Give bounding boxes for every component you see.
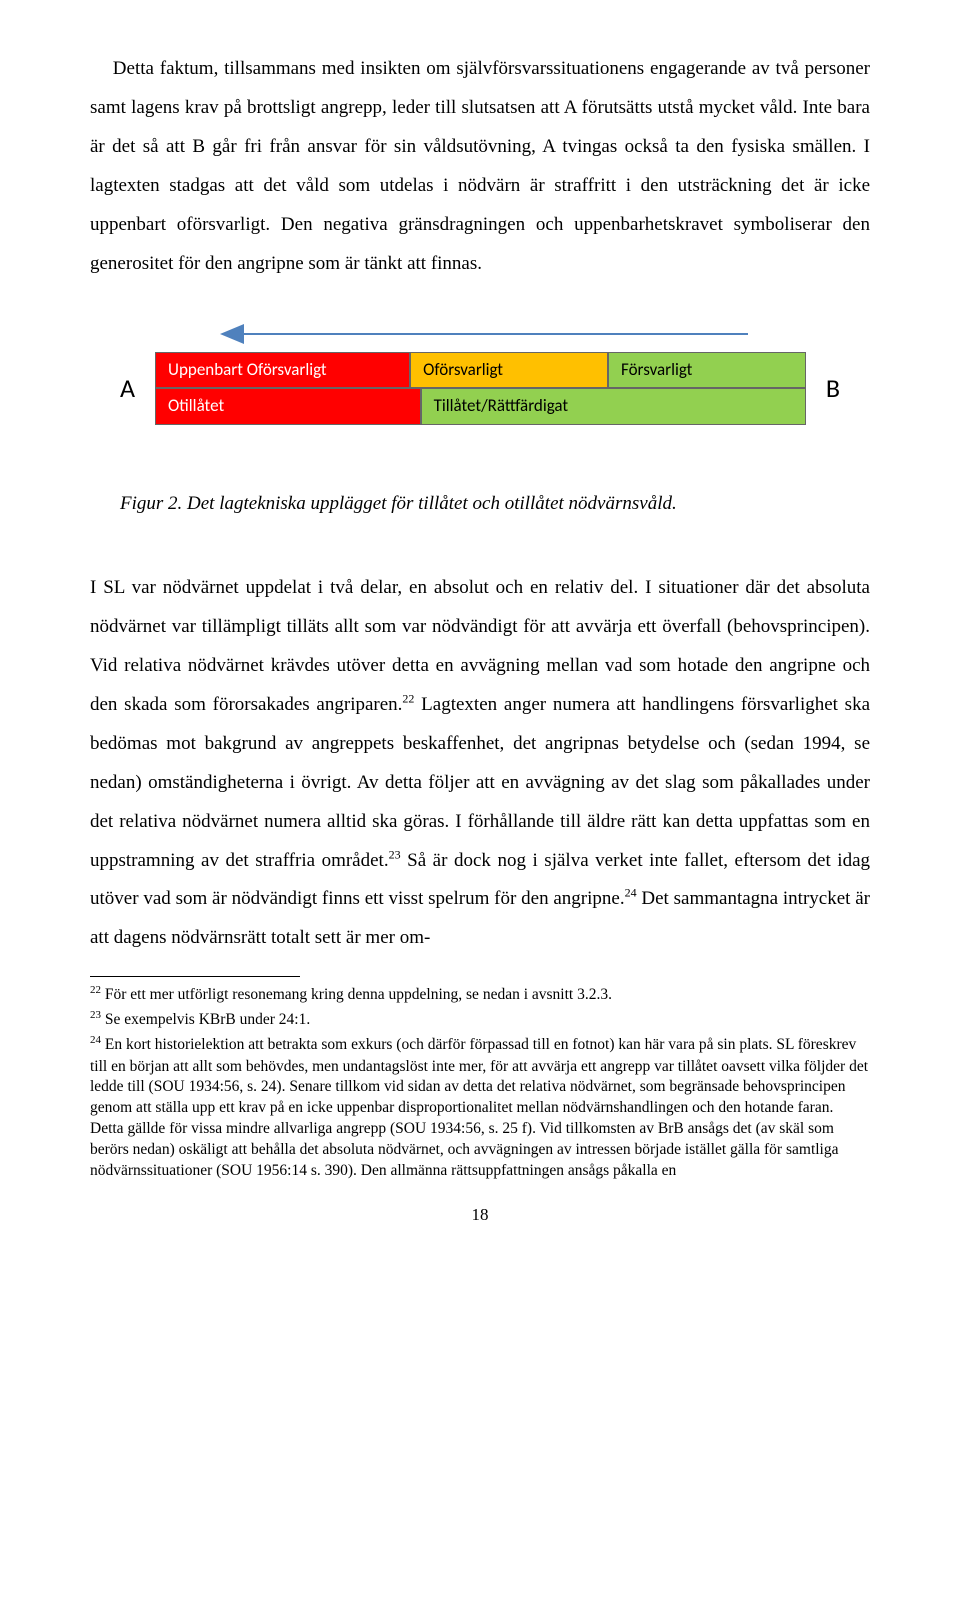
text-run: Lagtexten anger numera att handlingens f… xyxy=(90,694,870,871)
figure-diagram: A Uppenbart OförsvarligtOförsvarligtFörs… xyxy=(90,324,870,425)
page-number: 18 xyxy=(90,1198,870,1233)
diagram-bottom-row: OtillåtetTillåtet/Rättfärdigat xyxy=(155,388,806,425)
footnotes-block: 22 För ett mer utförligt resonemang krin… xyxy=(90,983,870,1182)
diagram-cell: Tillåtet/Rättfärdigat xyxy=(421,388,806,425)
footnote-ref: 23 xyxy=(389,847,401,861)
diagram-left-label: A xyxy=(120,375,135,401)
diagram-top-row: Uppenbart OförsvarligtOförsvarligtFörsva… xyxy=(155,352,806,389)
footnote: 24 En kort historielektion att betrakta … xyxy=(90,1033,870,1182)
footnote-text: Se exempelvis KBrB under 24:1. xyxy=(105,1012,310,1029)
diagram-cell: Uppenbart Oförsvarligt xyxy=(155,352,410,389)
diagram-cell: Otillåtet xyxy=(155,388,421,425)
figure-caption: Figur 2. Det lagtekniska upplägget för t… xyxy=(120,485,870,524)
body-paragraph: Detta faktum, tillsammans med insikten o… xyxy=(90,50,870,284)
footnote-number: 22 xyxy=(90,984,101,996)
diagram-right-label: B xyxy=(826,375,840,401)
body-paragraph: I SL var nödvärnet uppdelat i två delar,… xyxy=(90,569,870,958)
diagram-cell: Försvarligt xyxy=(608,352,806,389)
footnote-ref: 22 xyxy=(402,691,414,705)
footnote: 22 För ett mer utförligt resonemang krin… xyxy=(90,983,870,1006)
footnote-ref: 24 xyxy=(625,886,637,900)
footnote-number: 23 xyxy=(90,1009,101,1021)
arrow-left-icon xyxy=(210,324,750,344)
footnote-separator xyxy=(90,976,300,977)
diagram-cell: Oförsvarligt xyxy=(410,352,608,389)
footnote-text: För ett mer utförligt resonemang kring d… xyxy=(105,986,612,1003)
footnote-text: En kort historielektion att betrakta som… xyxy=(90,1037,868,1180)
footnote: 23 Se exempelvis KBrB under 24:1. xyxy=(90,1008,870,1031)
footnote-number: 24 xyxy=(90,1034,101,1046)
diagram-scale: Uppenbart OförsvarligtOförsvarligtFörsva… xyxy=(155,352,806,425)
